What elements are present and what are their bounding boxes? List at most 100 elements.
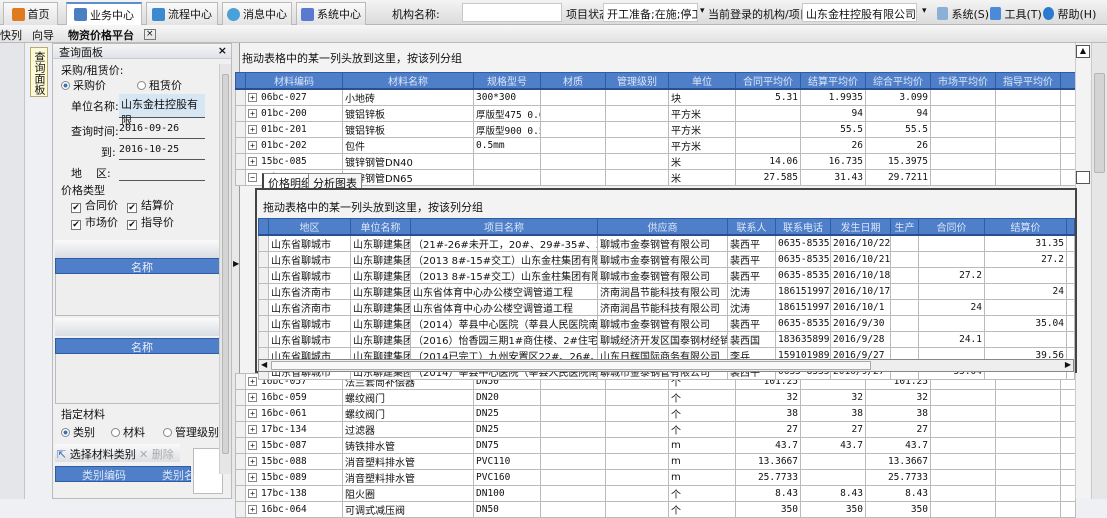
rent-radio[interactable]: 租赁价	[137, 77, 182, 93]
tab-analysis-chart[interactable]: 分析图表	[308, 173, 362, 190]
price-detail-row[interactable]: 山东省聊城市 山东聊建集团 （2014）莘县中心医院（莘县人民医院南区 聊城市金泰钢管…	[258, 315, 1075, 332]
row-indicator[interactable]	[235, 153, 246, 170]
panel-splitter[interactable]: ▶	[232, 43, 240, 499]
row-indicator[interactable]	[235, 373, 246, 390]
grid1-header[interactable]: 名称	[55, 258, 229, 274]
close-icon[interactable]: ×	[217, 44, 227, 57]
column-header[interactable]: 结算平均价	[800, 72, 866, 90]
tools-menu[interactable]: 工具(T)	[990, 6, 1042, 22]
row-indicator[interactable]	[235, 405, 246, 422]
expand-icon[interactable]: +	[248, 109, 257, 118]
material-row[interactable]: +16bc-064 可调式减压阀 DN50 个 350 350 350	[235, 501, 1076, 518]
scroll-up-icon[interactable]: ▲	[1076, 45, 1090, 58]
date-to-input[interactable]: 2016-10-25	[119, 144, 205, 160]
material-radio[interactable]: 材料	[111, 424, 145, 440]
expand-icon[interactable]: +	[248, 141, 257, 150]
material-row[interactable]: +06bc-027 小地砖 300*300 块 5.31 1.9935 3.099	[235, 88, 1076, 106]
material-row[interactable]: +16bc-059 螺纹阀门 DN20 个 32 32 32	[235, 389, 1076, 406]
expand-icon[interactable]: +	[248, 393, 257, 402]
row-indicator[interactable]	[258, 315, 269, 332]
expand-icon[interactable]: +	[248, 505, 257, 514]
column-header[interactable]: 材料编码	[245, 72, 343, 90]
purchase-radio[interactable]: 采购价	[61, 77, 106, 93]
row-indicator[interactable]	[235, 421, 246, 438]
column-header[interactable]: 类别编码	[82, 469, 126, 482]
expand-icon[interactable]: +	[248, 441, 257, 450]
row-indicator[interactable]	[235, 105, 246, 122]
chevron-down-icon[interactable]: ▾	[700, 6, 705, 16]
project-status-select[interactable]: 开工准备;在施;停工	[603, 3, 698, 22]
detail-horizontal-scrollbar[interactable]: ◀ ▶	[258, 359, 1074, 372]
delete-button[interactable]: ✕ 删除	[139, 446, 174, 462]
tab-home[interactable]: 首页	[3, 2, 58, 25]
close-icon[interactable]: ×	[144, 29, 156, 40]
market-price-checkbox[interactable]: ✔ 市场价	[71, 216, 118, 230]
current-org-select[interactable]: 山东金柱控股有限公司	[802, 3, 917, 22]
column-header[interactable]: 供应商	[597, 218, 728, 236]
material-row[interactable]: +17bc-134 过滤器 DN25 个 27 27 27	[235, 421, 1076, 438]
expand-icon[interactable]: +	[248, 409, 257, 418]
expand-icon[interactable]: +	[248, 473, 257, 482]
row-indicator[interactable]	[258, 251, 269, 268]
column-header[interactable]: 市场平均价	[930, 72, 996, 90]
collapse-icon[interactable]: −	[248, 173, 257, 182]
grid2-header[interactable]: 名称	[55, 338, 229, 354]
row-indicator[interactable]	[258, 331, 269, 348]
row-indicator[interactable]	[235, 501, 246, 518]
date-from-input[interactable]: 2016-09-26	[119, 123, 205, 139]
column-header[interactable]: 类别名	[162, 469, 195, 482]
chevron-down-icon[interactable]: ▾	[922, 6, 927, 16]
category-radio[interactable]: 类别	[61, 424, 95, 440]
expand-icon[interactable]: +	[248, 157, 257, 166]
column-header[interactable]: 结算价	[984, 218, 1067, 236]
price-detail-row[interactable]: 山东省聊城市山东聊建集团（21#-26#未开工，20#、29#-35#、37#-…	[258, 234, 1075, 252]
material-row[interactable]: +01bc-201 镀铝锌板 厚版型900 0.5 平方米 55.5 55.5	[235, 121, 1076, 138]
row-indicator[interactable]	[258, 299, 269, 316]
column-header[interactable]: 项目名称	[410, 218, 598, 236]
unit-name-input[interactable]: 山东金柱控股有限	[119, 94, 205, 127]
row-indicator[interactable]	[235, 169, 246, 186]
expand-icon[interactable]: +	[248, 457, 257, 466]
area-input[interactable]	[119, 165, 205, 181]
material-row[interactable]: +01bc-202 包件 0.5mm 平方米 26 26	[235, 137, 1076, 154]
tab-price-detail[interactable]: 价格明细	[262, 173, 317, 190]
column-header[interactable]: 单位	[668, 72, 736, 90]
row-indicator[interactable]	[258, 234, 269, 252]
column-header[interactable]: 合同价	[918, 218, 985, 236]
scroll-right-icon[interactable]: ▶	[1064, 360, 1071, 369]
price-detail-row[interactable]: 山东省济南市 山东聊建集团 山东省体育中心办公楼空调管道工程 济南润昌节能科技有限公司…	[258, 283, 1075, 300]
column-header[interactable]: 材料名称	[342, 72, 474, 90]
guide-price-checkbox[interactable]: ✔ 指导价	[127, 216, 174, 230]
row-indicator[interactable]	[235, 121, 246, 138]
expand-icon[interactable]: +	[248, 377, 257, 386]
expand-icon[interactable]: +	[248, 125, 257, 134]
column-header[interactable]: 综合平均价	[865, 72, 931, 90]
material-row[interactable]: +01bc-200 镀铝锌板 厚版型475 0.6 平方米 94 94	[235, 105, 1076, 122]
arrow-right-icon[interactable]: ▶	[233, 259, 240, 268]
row-indicator[interactable]	[235, 485, 246, 502]
scroll-thumb[interactable]	[271, 361, 871, 370]
row-indicator[interactable]	[235, 469, 246, 486]
scroll-left-icon[interactable]: ◀	[261, 360, 268, 369]
column-header[interactable]: 联系电话	[775, 218, 831, 236]
column-header[interactable]: 规格型号	[473, 72, 541, 90]
outer-scrollbar[interactable]	[1091, 43, 1107, 499]
org-name-input[interactable]	[462, 3, 562, 22]
tab-message-center[interactable]: 消息中心	[222, 2, 292, 25]
help-menu[interactable]: 帮助(H)	[1043, 6, 1096, 22]
settlement-price-checkbox[interactable]: ✔ 结算价	[127, 199, 174, 213]
material-row[interactable]: +15bc-087 铸铁排水管 DN75 m 43.7 43.7 43.7	[235, 437, 1076, 454]
price-detail-row[interactable]: 山东省济南市 山东聊建集团 山东省体育中心办公楼空调管道工程 济南润昌节能科技有限公司…	[258, 299, 1075, 316]
row-indicator[interactable]	[258, 267, 269, 284]
column-header[interactable]: 地区	[268, 218, 351, 236]
expand-icon[interactable]: +	[248, 489, 257, 498]
material-row[interactable]: +15bc-088 消音塑料排水管 PVC110 m 13.3667 13.3667	[235, 453, 1076, 470]
material-row[interactable]: +15bc-085 镀锌钢管DN40 米 14.06 16.735 15.3975	[235, 153, 1076, 170]
column-header[interactable]: 联系人	[727, 218, 776, 236]
tab-system-center[interactable]: 系统中心	[296, 2, 366, 25]
expand-icon[interactable]: +	[248, 425, 257, 434]
system-menu[interactable]: 系统(S)	[937, 6, 989, 22]
management-level-radio[interactable]: 管理级别	[163, 424, 219, 440]
